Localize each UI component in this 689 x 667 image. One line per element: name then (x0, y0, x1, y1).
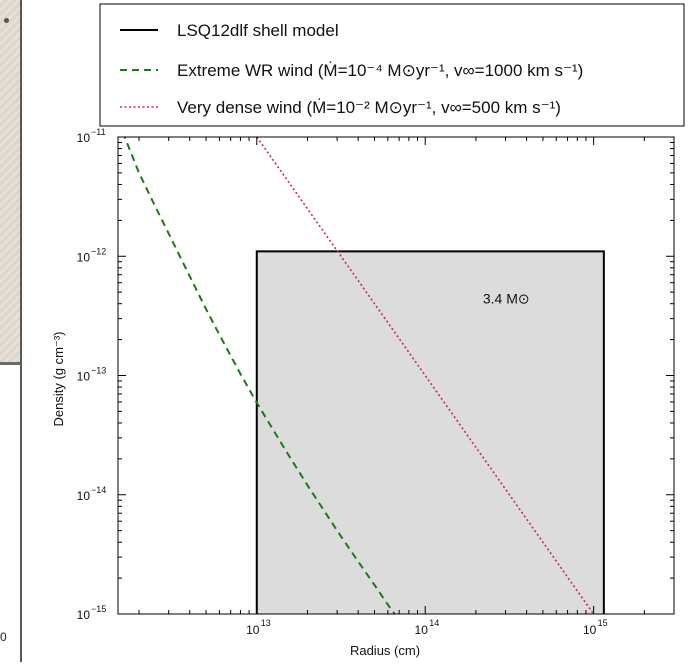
figure: LSQ12dlf shell model Extreme WR wind (Ṁ=1… (22, 0, 689, 662)
background-divider (0, 362, 20, 365)
x-axis-label: Radius (cm) (350, 643, 420, 658)
x-tick-label: 10 (246, 623, 260, 637)
x-tick-label: 10 (415, 623, 429, 637)
y-tick-label: 10 (77, 608, 91, 622)
y-tick-exponent: −12 (91, 246, 106, 256)
plot-content: 3.4 M⊙ (123, 137, 605, 614)
shell-model-box (256, 251, 604, 614)
background-panel-texture (0, 0, 20, 362)
y-axis-label: Density (g cm⁻³) (51, 332, 66, 427)
y-tick-label: 10 (77, 131, 91, 145)
y-tick-exponent: −13 (91, 366, 106, 376)
legend-label-1: LSQ12dlf shell model (177, 21, 339, 40)
shell-model-outline (255, 250, 605, 614)
shell-mass-annotation: 3.4 M⊙ (483, 291, 530, 307)
y-tick-label: 10 (77, 489, 91, 503)
x-tick-exponent: 15 (598, 618, 608, 628)
x-tick-label: 10 (583, 623, 597, 637)
legend-label-2: Extreme WR wind (Ṁ=10⁻⁴ M⊙yr⁻¹, v∞=1000 … (177, 61, 583, 80)
very-dense-wind-line (256, 137, 595, 614)
y-tick-exponent: −15 (91, 604, 106, 614)
background-bullet-icon (4, 18, 9, 23)
x-tick-exponent: 14 (429, 618, 439, 628)
legend: LSQ12dlf shell model Extreme WR wind (Ṁ=1… (99, 3, 685, 127)
legend-label-3: Very dense wind (Ṁ=10⁻² M⊙yr⁻¹, v∞=500 k… (177, 98, 561, 117)
background-axis-fragment: 0 (0, 630, 7, 644)
y-tick-label: 10 (77, 250, 91, 264)
y-tick-exponent: −11 (91, 127, 106, 137)
extreme-wr-wind-line (123, 137, 396, 614)
legend-box (99, 3, 685, 127)
x-tick-exponent: 13 (261, 618, 271, 628)
y-tick-exponent: −14 (91, 485, 106, 495)
plot-area: 3.4 M⊙ (118, 137, 674, 614)
y-tick-label: 10 (77, 370, 91, 384)
density-radius-chart: LSQ12dlf shell model Extreme WR wind (Ṁ=1… (51, 3, 685, 658)
